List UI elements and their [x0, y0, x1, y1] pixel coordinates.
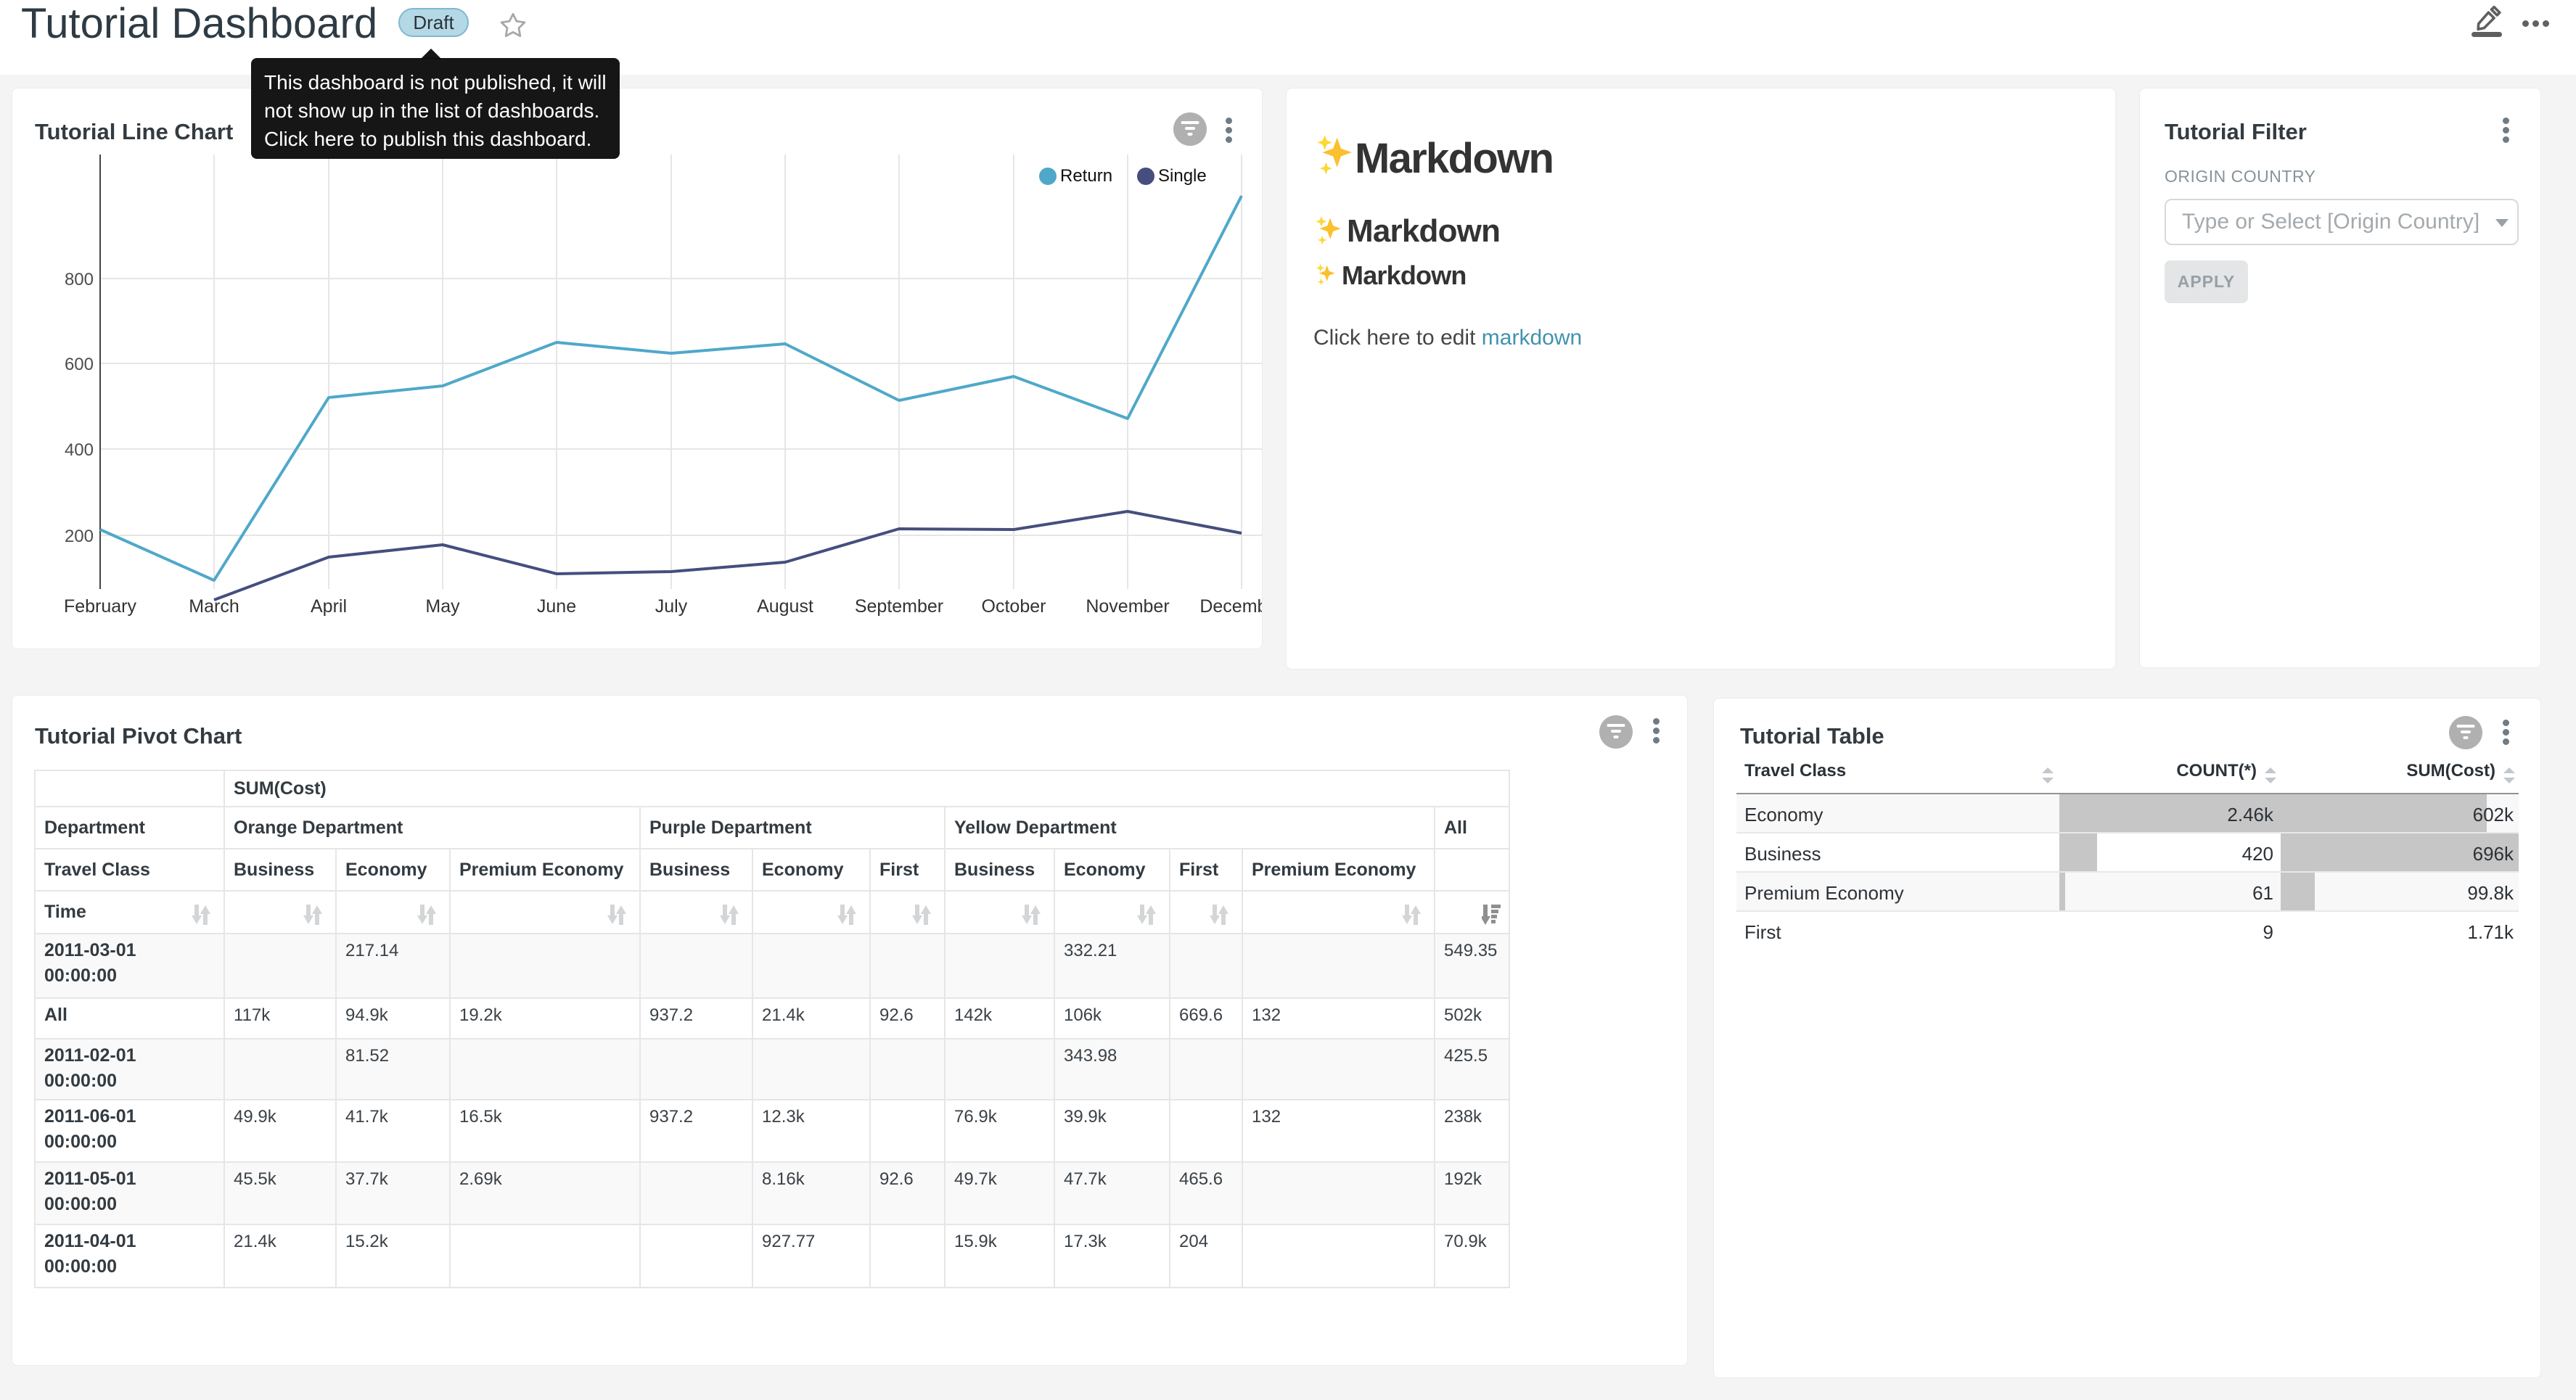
svg-text:400: 400: [65, 440, 94, 460]
svg-text:August: August: [757, 596, 813, 617]
svg-text:600: 600: [65, 355, 94, 374]
svg-text:September: September: [855, 596, 943, 617]
svg-text:October: October: [982, 596, 1046, 617]
svg-text:April: April: [311, 596, 347, 617]
svg-text:May: May: [425, 596, 460, 617]
svg-text:200: 200: [65, 527, 94, 546]
svg-text:June: June: [537, 596, 576, 617]
svg-text:February: February: [64, 596, 137, 617]
svg-text:800: 800: [65, 270, 94, 289]
svg-text:November: November: [1086, 596, 1169, 617]
svg-text:July: July: [655, 596, 688, 617]
svg-text:December: December: [1199, 596, 1263, 617]
